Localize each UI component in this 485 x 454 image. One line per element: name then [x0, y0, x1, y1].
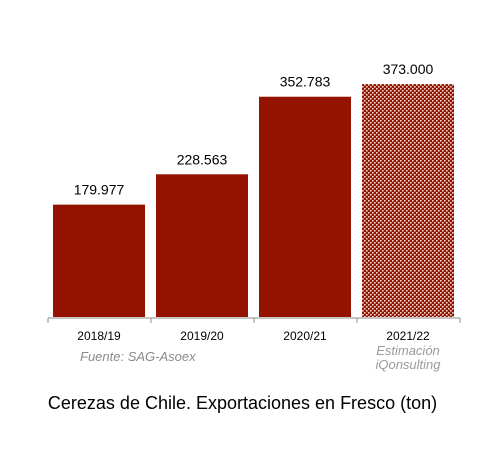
value-label: 352.783: [280, 74, 331, 90]
value-label: 228.563: [177, 151, 228, 167]
bar-2021-22: [362, 84, 454, 317]
value-label: 373.000: [383, 61, 434, 77]
source-note: Fuente: SAG-Asoex: [80, 349, 196, 364]
value-label: 179.977: [74, 182, 125, 198]
category-label: 2020/21: [283, 329, 327, 343]
bar-2019-20: [156, 174, 248, 317]
estimate-note-line1: Estimación: [376, 343, 440, 358]
chart-title: Cerezas de Chile. Exportaciones en Fresc…: [47, 393, 438, 413]
value-labels-group: 179.977 228.563 352.783 373.000: [74, 61, 434, 198]
x-axis-ticks-group: [47, 318, 461, 323]
estimate-note: Estimación iQonsulting: [363, 344, 453, 372]
bar-2020-21: [259, 96, 351, 317]
category-label: 2019/20: [180, 329, 224, 343]
bar-2018-19: [53, 204, 145, 317]
category-labels-group: 2018/19 2019/20 2020/21 2021/22: [77, 329, 430, 343]
category-label: 2021/22: [386, 329, 430, 343]
bars-group: [53, 84, 454, 317]
estimate-note-line2: iQonsulting: [375, 357, 441, 372]
category-label: 2018/19: [77, 329, 121, 343]
